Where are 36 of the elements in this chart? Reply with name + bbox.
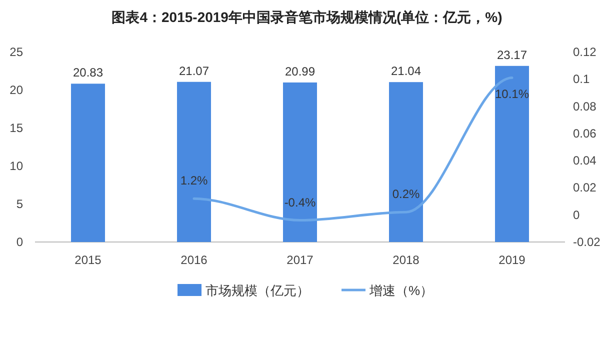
y2-tick-label: 0: [573, 208, 580, 222]
data-label: 21.07: [178, 64, 210, 78]
y-tick-label: 0: [16, 235, 24, 249]
y2-tick-label: 0.12: [573, 45, 597, 59]
data-label: 0.2%: [392, 187, 420, 202]
legend-label: 增速（%）: [368, 283, 434, 298]
y-tick-label: 25: [10, 45, 24, 59]
bar: [495, 66, 529, 242]
y-tick-label: 15: [10, 121, 24, 135]
y2-tick-label: 0.06: [573, 126, 597, 140]
data-label: 23.17: [496, 48, 528, 62]
bar: [283, 82, 317, 242]
x-tick-label: 2016: [180, 253, 208, 267]
chart-title: 图表4：2015-2019年中国录音笔市场规模情况(单位：亿元，%): [112, 9, 502, 25]
y2-tick-label: 0.04: [573, 154, 597, 168]
y2-tick-label: -0.02: [573, 235, 601, 249]
x-tick-label: 2018: [392, 253, 420, 267]
x-tick-label: 2017: [286, 253, 314, 267]
data-label: 1.2%: [180, 174, 208, 188]
y-tick-label: 20: [10, 83, 24, 97]
legend-label: 市场规模（亿元）: [206, 283, 310, 298]
data-label: 20.83: [72, 66, 104, 80]
data-label: 10.1%: [494, 86, 530, 101]
y2-tick-label: 0.1: [573, 72, 590, 86]
y-tick-label: 10: [10, 159, 24, 173]
y2-tick-label: 0.08: [573, 99, 597, 114]
bar: [71, 84, 105, 242]
y2-tick-label: 0.02: [573, 180, 597, 195]
y-tick-label: 5: [16, 197, 24, 211]
bar: [389, 82, 423, 242]
bar: [177, 82, 211, 242]
data-label: 20.99: [284, 64, 316, 78]
data-label: -0.4%: [284, 195, 316, 210]
x-tick-label: 2019: [498, 253, 526, 267]
data-label: 21.04: [390, 64, 422, 78]
x-tick-label: 2015: [74, 253, 102, 267]
